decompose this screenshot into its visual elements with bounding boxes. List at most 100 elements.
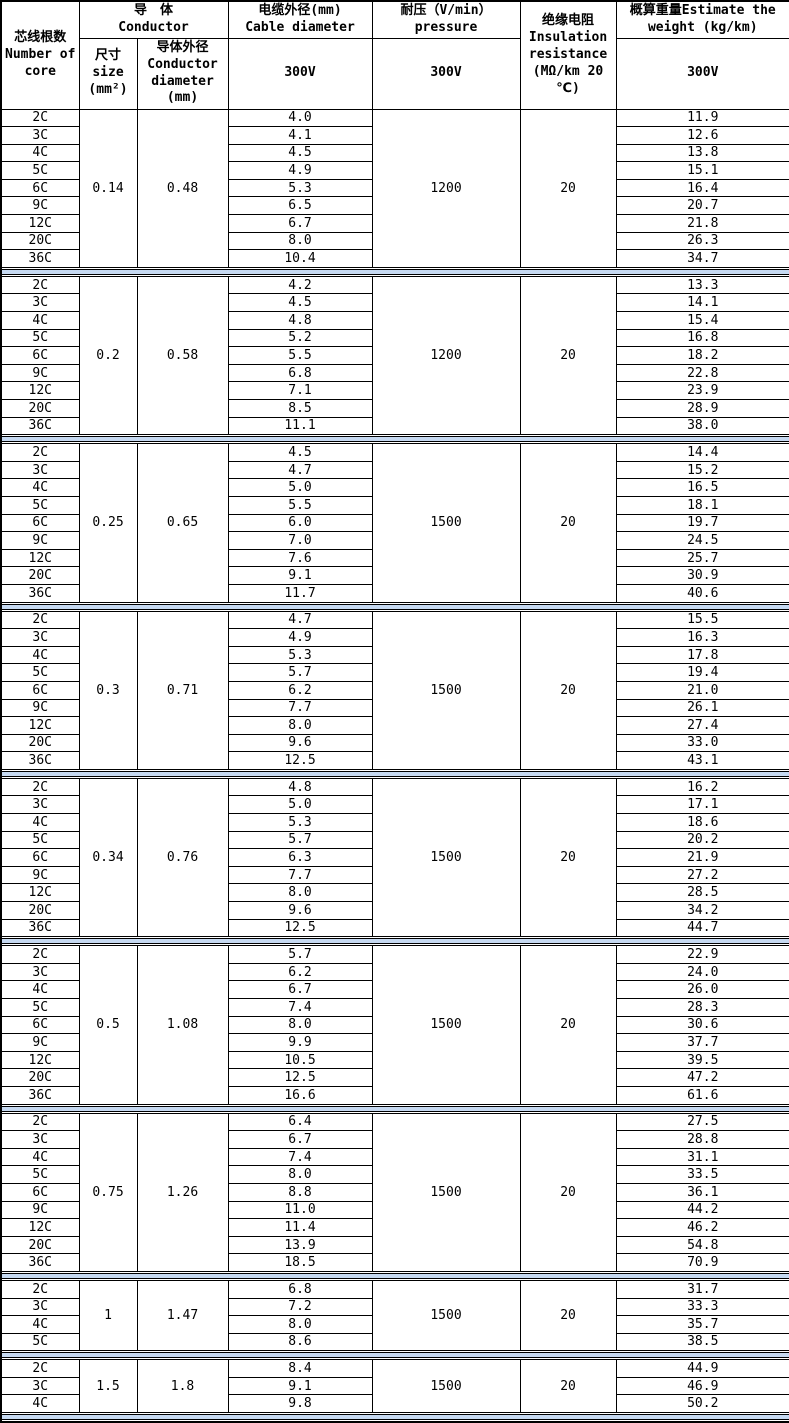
cable-diameter-cell: 6.2 <box>227 680 373 700</box>
table-row: 4C 4.8 15.4 <box>0 311 789 330</box>
core-cell: 20C <box>0 901 80 920</box>
cable-diameter-cell: 5.0 <box>227 478 373 497</box>
cable-diameter-cell: 7.2 <box>227 1297 373 1317</box>
cable-diameter-cell: 7.7 <box>227 698 373 718</box>
table-row: 3C 6.7 28.8 <box>0 1130 789 1149</box>
weight-cell: 70.9 <box>615 1253 789 1272</box>
weight-cell: 16.4 <box>615 178 789 198</box>
cable-diameter-cell: 11.7 <box>227 583 373 603</box>
cable-diameter-cell: 8.4 <box>227 1359 373 1378</box>
cable-diameter-cell: 6.7 <box>227 1130 373 1149</box>
header-cable-diameter: 电缆外径(mm) Cable diameter <box>227 0 373 39</box>
weight-cell: 33.0 <box>615 733 789 753</box>
table-row: 6C 5.3 16.4 <box>0 178 789 198</box>
separator-band <box>2 1272 789 1279</box>
table-row: 4C 5.3 17.8 <box>0 645 789 665</box>
weight-cell: 47.2 <box>615 1068 789 1087</box>
pressure-cell: 1200 <box>371 108 521 268</box>
core-cell: 5C <box>0 663 80 682</box>
cable-diameter-cell: 9.6 <box>227 733 373 753</box>
size-cell: 0.14 <box>78 108 138 268</box>
size-cell: 0.3 <box>78 610 138 770</box>
core-cell: 12C <box>0 548 80 568</box>
core-cell: 5C <box>0 1332 80 1352</box>
table-row: 2C 0.75 1.26 6.4 1500 20 27.5 <box>0 1112 789 1272</box>
weight-cell: 28.8 <box>615 1130 789 1149</box>
table-row: 5C 8.6 38.5 <box>0 1332 789 1352</box>
cable-diameter-cell: 13.9 <box>227 1235 373 1255</box>
weight-cell: 28.9 <box>615 399 789 418</box>
weight-cell: 34.7 <box>615 249 789 268</box>
cable-diameter-cell: 18.5 <box>227 1253 373 1272</box>
weight-cell: 54.8 <box>615 1235 789 1255</box>
cable-diameter-cell: 5.3 <box>227 645 373 665</box>
cable-diameter-cell: 9.8 <box>227 1394 373 1414</box>
cable-diameter-cell: 8.0 <box>227 231 373 251</box>
weight-cell: 50.2 <box>615 1394 789 1414</box>
core-cell: 4C <box>0 311 80 330</box>
table-row: 6C 8.8 36.1 <box>0 1182 789 1202</box>
header-pressure-voltage: 300V <box>371 37 521 110</box>
core-cell: 4C <box>0 143 80 163</box>
cable-diameter-cell: 9.6 <box>227 901 373 920</box>
conductor-diameter-cell: 1.8 <box>136 1359 229 1414</box>
weight-cell: 17.1 <box>615 795 789 815</box>
core-cell: 6C <box>0 178 80 198</box>
core-cell: 12C <box>0 214 80 233</box>
block-separator <box>0 267 789 277</box>
block-separator <box>0 1271 789 1281</box>
weight-cell: 22.9 <box>615 945 789 964</box>
block-separator <box>0 769 789 779</box>
cable-diameter-cell: 4.9 <box>227 161 373 180</box>
core-cell: 36C <box>0 1085 80 1105</box>
weight-cell: 28.3 <box>615 998 789 1017</box>
weight-cell: 37.7 <box>615 1033 789 1052</box>
header-insulation: 绝缘电阻 Insulation resistance (MΩ/km 20 ℃) <box>519 0 617 110</box>
weight-cell: 33.3 <box>615 1297 789 1317</box>
header-conductor-group: 导 体 Conductor <box>78 0 229 39</box>
separator-band <box>2 1352 789 1359</box>
cable-diameter-cell: 4.5 <box>227 143 373 163</box>
cable-diameter-cell: 10.4 <box>227 249 373 268</box>
conductor-diameter-cell: 0.65 <box>136 443 229 603</box>
core-cell: 20C <box>0 399 80 418</box>
conductor-diameter-cell: 1.08 <box>136 945 229 1105</box>
conductor-diameter-cell: 0.58 <box>136 275 229 436</box>
weight-cell: 27.2 <box>615 865 789 885</box>
core-cell: 4C <box>0 478 80 497</box>
cable-diameter-cell: 6.0 <box>227 513 373 533</box>
core-cell: 3C <box>0 1376 80 1396</box>
table-header: 芯线根数 Number of core 导 体 Conductor 电缆外径(m… <box>0 0 789 110</box>
insulation-cell: 20 <box>519 1359 617 1414</box>
core-cell: 9C <box>0 698 80 718</box>
table-row: 5C 7.4 28.3 <box>0 998 789 1017</box>
weight-cell: 34.2 <box>615 901 789 920</box>
size-cell: 1 <box>78 1279 138 1352</box>
table-body: 2C 0.14 0.48 4.0 1200 20 11.9 3C 4.1 12.6 4C 4.5 13.… <box>0 108 789 1423</box>
cable-diameter-cell: 4.1 <box>227 126 373 145</box>
table-row: 9C 7.7 27.2 <box>0 865 789 885</box>
core-cell: 20C <box>0 1068 80 1087</box>
weight-cell: 21.0 <box>615 680 789 700</box>
core-cell: 12C <box>0 381 80 400</box>
pressure-cell: 1500 <box>371 1279 521 1352</box>
insulation-cell: 20 <box>519 945 617 1105</box>
block-separator-cell <box>0 1271 789 1281</box>
core-cell: 3C <box>0 126 80 145</box>
cable-diameter-cell: 4.0 <box>227 108 373 128</box>
table-row: 12C 10.5 39.5 <box>0 1050 789 1070</box>
table-row: 5C 8.0 33.5 <box>0 1165 789 1184</box>
table-row: 4C 9.8 50.2 <box>0 1394 789 1414</box>
cable-diameter-cell: 6.7 <box>227 980 373 999</box>
table-row: 2C 1 1.47 6.8 1500 20 31.7 <box>0 1279 789 1352</box>
cable-diameter-cell: 6.5 <box>227 196 373 216</box>
weight-cell: 13.3 <box>615 275 789 295</box>
core-cell: 5C <box>0 495 80 515</box>
table-row: 6C 6.0 19.7 <box>0 513 789 533</box>
core-cell: 9C <box>0 531 80 550</box>
core-cell: 20C <box>0 733 80 753</box>
core-cell: 20C <box>0 566 80 585</box>
cable-diameter-cell: 6.8 <box>227 363 373 383</box>
pressure-cell: 1500 <box>371 777 521 938</box>
